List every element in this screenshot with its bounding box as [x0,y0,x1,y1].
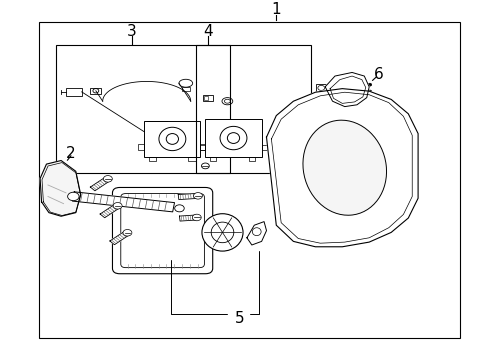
Bar [66,88,81,96]
Bar [138,144,144,150]
Text: 5: 5 [234,311,244,326]
Bar [90,87,101,94]
Polygon shape [90,177,110,191]
Ellipse shape [67,192,79,201]
Text: 6: 6 [373,67,383,82]
Text: 1: 1 [271,2,281,17]
Text: 2: 2 [66,146,76,161]
Bar [39,22,459,338]
Bar [261,145,267,150]
Circle shape [103,176,112,182]
Bar [200,144,206,150]
Bar [195,45,310,173]
Bar [204,96,207,100]
Bar [144,121,200,157]
Bar [210,157,216,161]
Circle shape [192,214,201,221]
Polygon shape [72,192,174,212]
Ellipse shape [174,205,184,212]
Text: 4: 4 [203,24,212,39]
Polygon shape [179,215,197,221]
Bar [149,157,156,161]
Circle shape [367,83,371,86]
Polygon shape [110,231,129,245]
Bar [203,95,212,101]
Polygon shape [266,89,417,247]
Polygon shape [100,204,120,218]
Ellipse shape [303,120,386,215]
Bar [199,145,205,150]
Polygon shape [246,222,266,245]
Bar [249,157,255,161]
Ellipse shape [202,214,243,251]
Bar [205,119,261,157]
Bar [188,157,195,161]
Bar [316,84,325,91]
Circle shape [367,90,371,93]
FancyBboxPatch shape [112,188,212,274]
Text: 3: 3 [127,24,137,39]
Circle shape [193,193,202,199]
Circle shape [123,229,132,236]
Polygon shape [325,72,368,107]
Polygon shape [178,193,198,199]
Polygon shape [40,161,81,216]
Bar [182,87,189,91]
Bar [56,45,229,173]
Circle shape [113,203,122,209]
